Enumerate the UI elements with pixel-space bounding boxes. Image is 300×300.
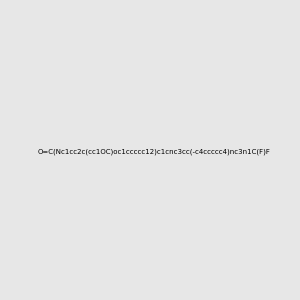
Text: O=C(Nc1cc2c(cc1OC)oc1ccccc12)c1cnc3cc(-c4ccccc4)nc3n1C(F)F: O=C(Nc1cc2c(cc1OC)oc1ccccc12)c1cnc3cc(-c…: [37, 148, 270, 155]
